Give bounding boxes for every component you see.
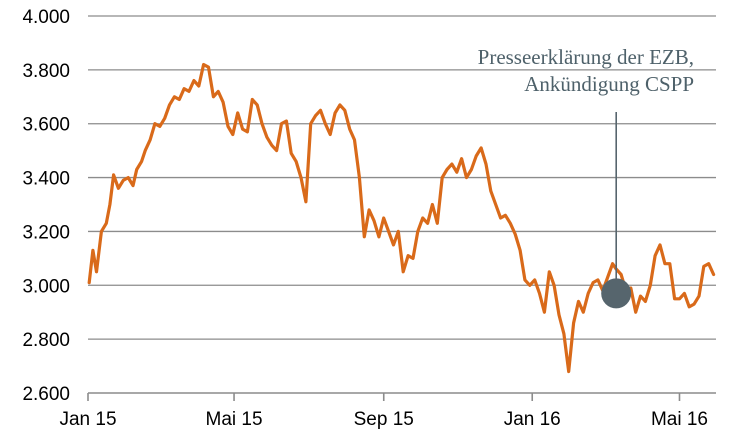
x-tick-label: Mai 16 <box>651 409 708 430</box>
y-tick-label: 3.800 <box>22 61 70 82</box>
series-layer <box>87 62 716 374</box>
annotation-text-line: Presseerklärung der EZB, <box>478 45 694 69</box>
series-line <box>87 62 716 374</box>
x-tick-label: Sep 15 <box>354 409 414 430</box>
y-tick-label: 3.400 <box>22 169 70 190</box>
y-tick-label: 2.800 <box>22 330 70 351</box>
y-tick-label: 3.600 <box>22 115 70 136</box>
x-tick-label: Jan 16 <box>504 409 561 430</box>
y-tick-label: 2.600 <box>22 384 70 405</box>
annotation-marker <box>601 278 632 309</box>
y-tick-label: 4.000 <box>22 7 70 28</box>
y-tick-label: 3.200 <box>22 222 70 243</box>
x-tick-label: Mai 15 <box>206 409 263 430</box>
x-tick-label: Jan 15 <box>59 409 116 430</box>
y-axis-tick-labels: 2.600 2.800 3.000 3.200 3.400 3.600 3.800 4.000 <box>22 7 70 405</box>
annotation-layer: Presseerklärung der EZB, Ankündigung CSPP <box>478 45 694 309</box>
gridlines <box>88 15 716 340</box>
annotation-text-line: Ankündigung CSPP <box>524 72 694 96</box>
x-axis: Jan 15 Mai 15 Sep 15 Jan 16 Mai 16 <box>59 392 716 430</box>
y-tick-label: 3.000 <box>22 276 70 297</box>
